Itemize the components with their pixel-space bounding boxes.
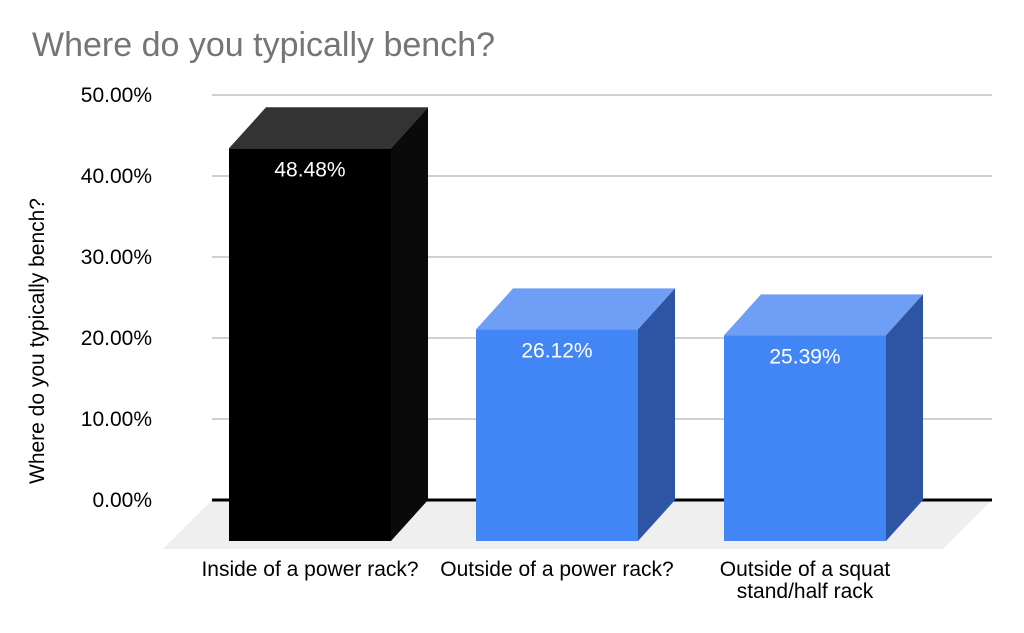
bar-top-face[interactable] [724, 294, 923, 336]
bar-value-label: 25.39% [769, 345, 840, 368]
bar-2[interactable]: 25.39% [724, 294, 923, 541]
chart-title: Where do you typically bench? [32, 26, 496, 64]
bar-0[interactable]: 48.48% [229, 107, 428, 541]
bar-side-face[interactable] [886, 294, 923, 541]
x-category-label: Inside of a power rack? [201, 558, 418, 581]
bar-top-face[interactable] [229, 107, 428, 149]
y-axis-title: Where do you typically bench? [26, 198, 49, 484]
y-tick-label: 40.00% [81, 165, 152, 188]
y-tick-label: 10.00% [81, 408, 152, 431]
bar-side-face[interactable] [391, 107, 428, 541]
y-tick-label: 50.00% [81, 84, 152, 107]
bar-front-face[interactable] [229, 148, 391, 541]
bar-front-face[interactable] [476, 329, 638, 541]
bar-front-face[interactable] [724, 335, 886, 541]
y-tick-label: 20.00% [81, 327, 152, 350]
bar-side-face[interactable] [638, 288, 675, 541]
y-tick-label: 30.00% [81, 246, 152, 269]
bar-1[interactable]: 26.12% [476, 288, 675, 541]
x-category-label: Outside of a power rack? [440, 558, 673, 581]
x-category-label: Outside of a squat [720, 558, 891, 581]
bar-value-label: 26.12% [521, 339, 592, 362]
y-tick-label: 0.00% [92, 489, 152, 512]
bar-value-label: 48.48% [274, 158, 345, 181]
x-category-label: stand/half rack [737, 580, 874, 603]
bar-top-face[interactable] [476, 288, 675, 330]
